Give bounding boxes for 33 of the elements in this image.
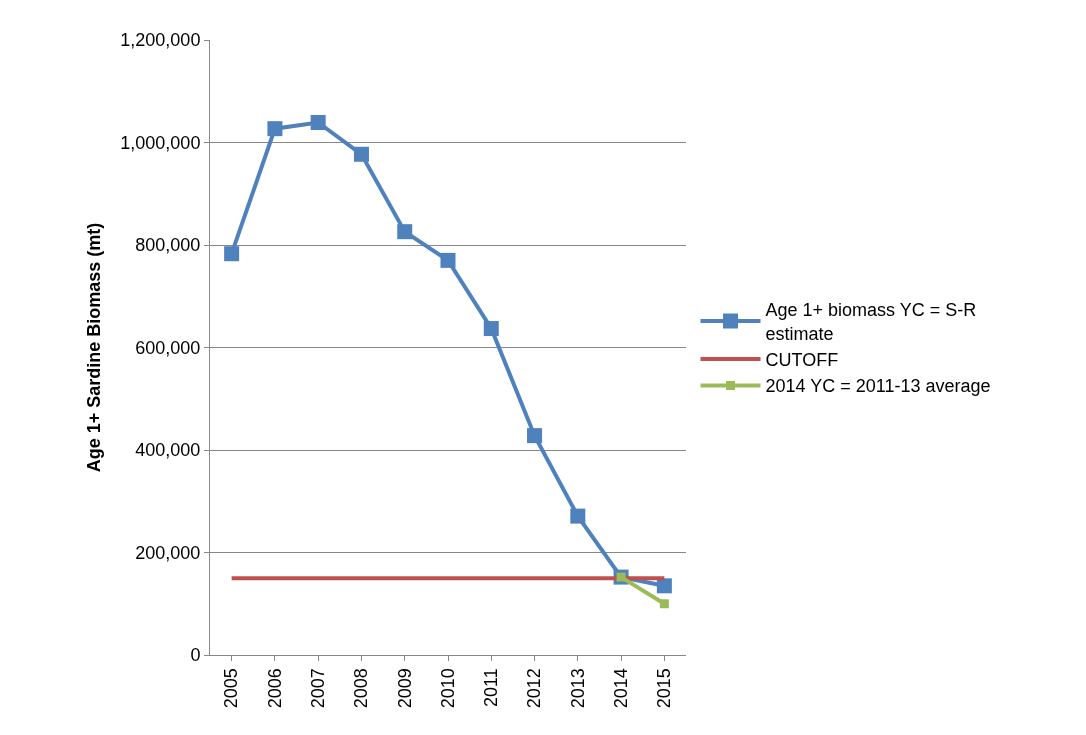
x-tick-label: 2006 <box>264 668 285 709</box>
point <box>397 224 413 240</box>
x-tick-label: 2008 <box>351 668 372 709</box>
legend-label: Age 1+ biomass YC = S-R estimate <box>765 300 977 344</box>
y-axis-title: Age 1+ Sardine Biomass (mt) <box>83 222 104 473</box>
point <box>440 252 456 268</box>
x-tick-label: 2005 <box>221 668 242 709</box>
point <box>570 508 586 524</box>
y-tick-label: 0 <box>190 645 201 666</box>
x-tick-label: 2007 <box>308 668 329 709</box>
y-tick-label: 600,000 <box>135 337 201 358</box>
point <box>527 428 543 444</box>
point <box>267 121 283 137</box>
y-tick-label: 200,000 <box>135 542 201 563</box>
point <box>659 599 669 609</box>
y-tick-label: 1,200,000 <box>120 30 201 51</box>
legend-label: 2014 YC = 2011-13 average <box>765 376 991 397</box>
y-tick-label: 800,000 <box>135 235 201 256</box>
point <box>224 246 240 262</box>
point <box>310 115 326 131</box>
x-tick-label: 2010 <box>437 668 458 709</box>
y-tick-label: 1,000,000 <box>120 132 201 153</box>
x-tick-label: 2014 <box>610 668 631 709</box>
y-tick-label: 400,000 <box>135 440 201 461</box>
point <box>353 146 369 162</box>
point <box>483 321 499 337</box>
x-tick-label: 2015 <box>654 668 675 709</box>
x-tick-label: 2009 <box>394 668 415 709</box>
point <box>656 578 672 594</box>
legend-label: CUTOFF <box>765 350 839 371</box>
x-tick-label: 2013 <box>567 668 588 709</box>
x-tick-label: 2012 <box>524 668 545 709</box>
x-tick-label: 2011 <box>481 668 502 707</box>
